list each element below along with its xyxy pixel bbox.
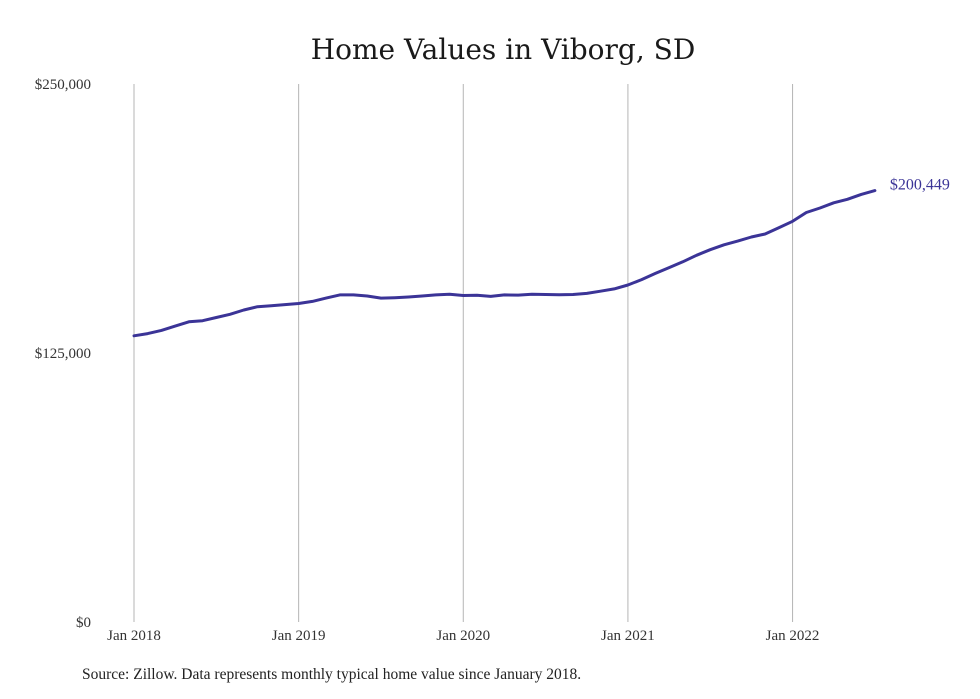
- y-axis-labels: $0 $125,000 $250,000: [35, 77, 91, 631]
- x-axis-labels: Jan 2018 Jan 2019 Jan 2020 Jan 2021 Jan 2022: [107, 628, 819, 644]
- source-note: Source: Zillow. Data represents monthly …: [82, 666, 582, 683]
- x-tick-label-4: Jan 2022: [766, 628, 820, 644]
- x-tick-label-1: Jan 2019: [272, 628, 326, 644]
- x-tick-label-2: Jan 2020: [436, 628, 490, 644]
- series-line-0: [132, 189, 877, 338]
- y-tick-label-2: $250,000: [35, 77, 91, 93]
- y-tick-label-0: $0: [76, 615, 91, 631]
- chart-title: Home Values in Viborg, SD: [311, 33, 696, 66]
- series-layer: [132, 189, 877, 338]
- vertical-gridlines: [133, 84, 794, 622]
- end-value-label: $200,449: [890, 177, 950, 194]
- x-tick-label-0: Jan 2018: [107, 628, 161, 644]
- y-tick-label-1: $125,000: [35, 346, 91, 362]
- x-tick-label-3: Jan 2021: [601, 628, 655, 644]
